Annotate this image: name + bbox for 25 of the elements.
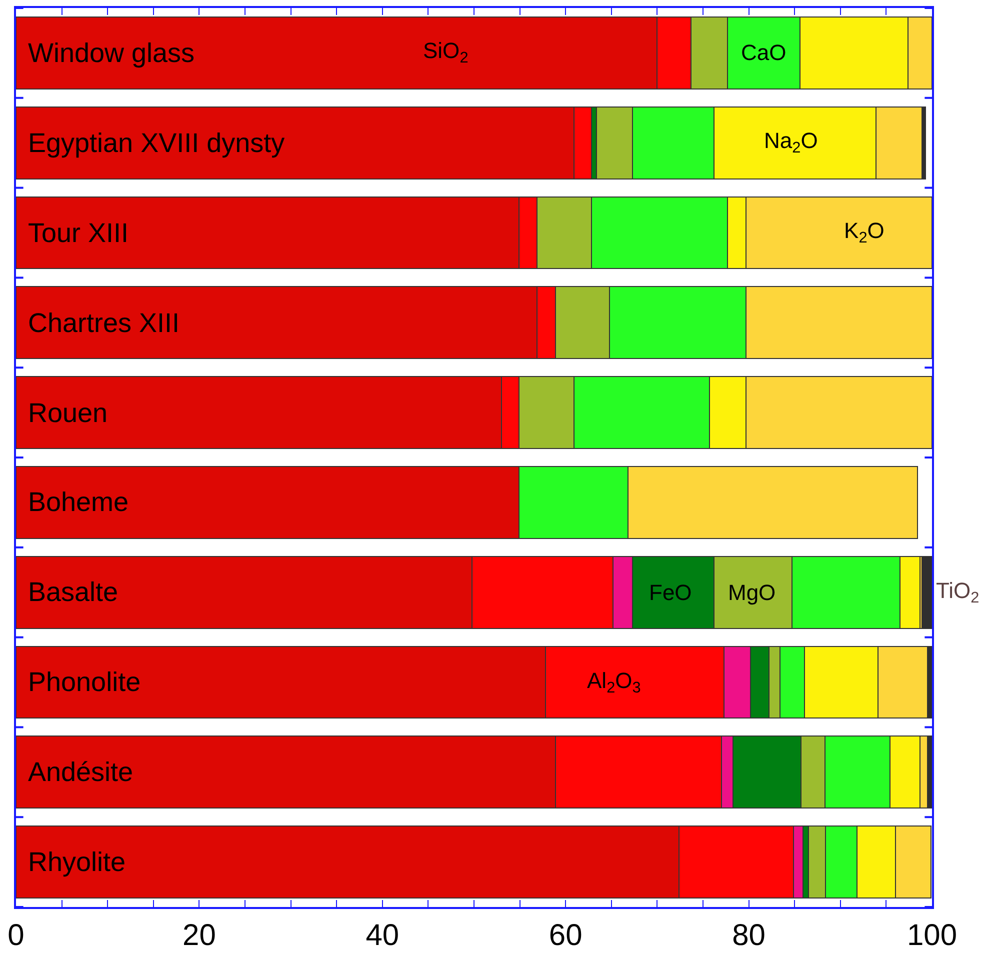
y-tick-label: Tour XIII xyxy=(28,218,129,248)
annotation: MgO xyxy=(728,580,776,605)
annotation: K$_{2}$O xyxy=(844,218,884,247)
y-tick-label: Chartres XIII xyxy=(28,308,180,338)
y-tick-label: Rouen xyxy=(28,398,108,428)
y-tick-label: Egyptian XVIII dynsty xyxy=(28,128,286,158)
x-tick-label: 0 xyxy=(8,919,24,952)
x-tick-label: 40 xyxy=(366,919,400,952)
y-tick-label: Andésite xyxy=(28,757,134,787)
x-tick-label: 80 xyxy=(732,919,766,952)
y-tick-label: Boheme xyxy=(28,487,129,517)
annotation: Al$_{2}$O$_{3}$ xyxy=(587,668,641,697)
x-tick-label: 100 xyxy=(906,919,958,952)
bar xyxy=(921,556,932,629)
x-tick-label: 20 xyxy=(182,919,216,952)
annotation: SiO$_{2}$ xyxy=(423,38,468,67)
y-tick-label: Window glass xyxy=(28,38,195,68)
x-tick-label: 60 xyxy=(548,919,582,952)
annotation: CaO xyxy=(741,40,786,65)
annotation: Na$_{2}$O xyxy=(764,128,818,157)
annotation: TiO$_{2}$ xyxy=(936,578,980,607)
y-tick-label: Basalte xyxy=(28,577,118,607)
y-tick-label: Phonolite xyxy=(28,667,141,697)
annotation: FeO xyxy=(649,580,692,605)
y-tick-label: Rhyolite xyxy=(28,847,126,877)
